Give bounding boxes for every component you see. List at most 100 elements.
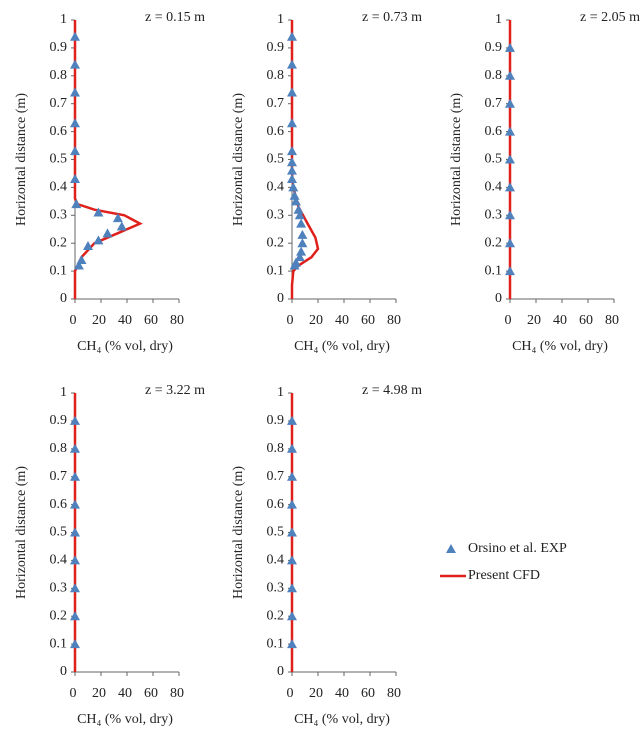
exp-point — [297, 230, 307, 239]
legend-label: Orsino et al. EXP — [468, 541, 567, 556]
exp-point — [297, 238, 307, 247]
exp-point — [287, 157, 297, 166]
exp-point — [287, 174, 297, 183]
y-tick-label: 0.2 — [267, 235, 285, 250]
x-tick-label: 0 — [505, 313, 512, 328]
y-tick-label: 1 — [495, 12, 502, 27]
y-tick-label: 0.6 — [50, 124, 68, 139]
y-tick-label: 0.7 — [485, 96, 503, 111]
y-axis-label: Horizontal distance (m) — [14, 466, 29, 599]
y-tick-label: 0.8 — [50, 441, 68, 456]
y-tick-label: 0.4 — [485, 180, 503, 195]
cfd-line — [292, 20, 318, 299]
y-tick-label: 0.3 — [267, 208, 285, 223]
y-tick-label: 0.2 — [50, 608, 68, 623]
y-tick-label: 1 — [277, 12, 284, 27]
cfd-line — [75, 20, 140, 299]
y-tick-label: 0 — [495, 291, 502, 306]
exp-point — [70, 174, 80, 183]
legend-label: Present CFD — [468, 568, 540, 583]
x-tick-label: 60 — [144, 686, 158, 701]
panel-title: z = 0.15 m — [145, 10, 205, 25]
y-tick-label: 0.9 — [485, 40, 503, 55]
y-tick-label: 0.5 — [267, 152, 285, 167]
x-tick-label: 60 — [579, 313, 593, 328]
x-tick-label: 20 — [92, 313, 106, 328]
y-tick-label: 0.4 — [267, 553, 285, 568]
y-tick-label: 0.1 — [267, 636, 285, 651]
y-tick-label: 0.2 — [50, 235, 68, 250]
y-tick-label: 0.5 — [485, 152, 503, 167]
x-tick-label: 0 — [287, 686, 294, 701]
exp-point — [70, 32, 80, 41]
figure: 0 0.1 0.2 0.3 0.4 0.5 0.6 0.7 0.8 0.9 1 0 20 40 60 80 z … — [0, 0, 643, 731]
x-tick-label: 40 — [335, 686, 349, 701]
x-tick-label: 60 — [361, 686, 375, 701]
panel-title: z = 4.98 m — [362, 383, 422, 398]
exp-point — [117, 221, 127, 230]
legend-marker — [446, 544, 456, 553]
y-tick-label: 0.5 — [50, 525, 68, 540]
y-tick-label: 0.1 — [485, 263, 503, 278]
x-tick-label: 0 — [70, 313, 77, 328]
y-tick-label: 0.2 — [267, 608, 285, 623]
y-tick-label: 0.4 — [50, 180, 68, 195]
x-tick-label: 40 — [118, 686, 132, 701]
exp-point — [294, 205, 304, 214]
x-tick-label: 80 — [170, 686, 184, 701]
x-axis-label: CH₄ (% vol, dry) — [77, 712, 173, 727]
y-tick-label: 0.1 — [50, 263, 68, 278]
y-tick-label: 1 — [60, 385, 67, 400]
y-tick-label: 0.8 — [267, 441, 285, 456]
y-tick-label: 0.9 — [50, 413, 68, 428]
y-tick-label: 0 — [277, 664, 284, 679]
y-tick-label: 0.9 — [267, 40, 285, 55]
x-axis-label: CH₄ (% vol, dry) — [294, 339, 390, 354]
y-tick-label: 0.3 — [267, 581, 285, 596]
x-tick-label: 20 — [92, 686, 106, 701]
y-tick-label: 0 — [60, 664, 67, 679]
y-tick-label: 0.4 — [50, 553, 68, 568]
y-tick-label: 0.8 — [267, 68, 285, 83]
y-tick-label: 0.4 — [267, 180, 285, 195]
exp-point — [70, 88, 80, 97]
y-tick-label: 0 — [277, 291, 284, 306]
x-tick-label: 60 — [361, 313, 375, 328]
y-tick-label: 0.3 — [50, 581, 68, 596]
y-tick-label: 0.8 — [50, 68, 68, 83]
exp-point — [287, 32, 297, 41]
y-tick-label: 0.6 — [267, 497, 285, 512]
y-axis-label: Horizontal distance (m) — [231, 93, 246, 226]
y-tick-label: 1 — [277, 385, 284, 400]
x-tick-label: 40 — [118, 313, 132, 328]
exp-point — [70, 146, 80, 155]
y-tick-label: 0.7 — [267, 469, 285, 484]
y-tick-label: 0.7 — [267, 96, 285, 111]
exp-point — [70, 60, 80, 69]
x-tick-label: 40 — [335, 313, 349, 328]
y-tick-label: 0 — [60, 291, 67, 306]
y-axis-label: Horizontal distance (m) — [14, 93, 29, 226]
exp-point — [290, 191, 300, 200]
x-tick-label: 40 — [553, 313, 567, 328]
y-tick-label: 0.7 — [50, 469, 68, 484]
x-tick-label: 80 — [387, 686, 401, 701]
panel-title: z = 2.05 m — [580, 10, 640, 25]
y-tick-label: 0.1 — [50, 636, 68, 651]
y-tick-label: 0.3 — [50, 208, 68, 223]
x-tick-label: 0 — [70, 686, 77, 701]
y-tick-label: 0.9 — [267, 413, 285, 428]
x-axis-label: CH₄ (% vol, dry) — [512, 339, 608, 354]
exp-point — [296, 247, 306, 256]
y-tick-label: 0.6 — [485, 124, 503, 139]
y-tick-label: 0.5 — [50, 152, 68, 167]
y-tick-label: 0.1 — [267, 263, 285, 278]
y-axis-label: Horizontal distance (m) — [231, 466, 246, 599]
x-axis-label: CH₄ (% vol, dry) — [294, 712, 390, 727]
y-tick-label: 0.2 — [485, 235, 503, 250]
panel-title: z = 3.22 m — [145, 383, 205, 398]
y-tick-label: 0.6 — [267, 124, 285, 139]
y-tick-label: 0.8 — [485, 68, 503, 83]
y-axis-label: Horizontal distance (m) — [449, 93, 464, 226]
y-tick-label: 0.5 — [267, 525, 285, 540]
